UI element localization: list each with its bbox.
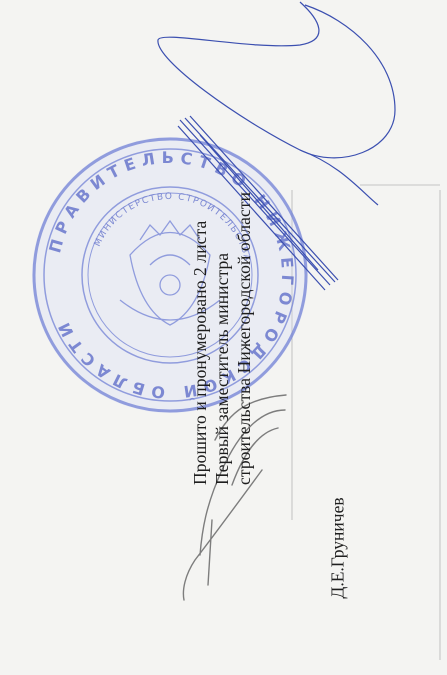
- certification-line-3: строительства Нижегородской области: [234, 191, 254, 485]
- certification-line-1: Прошито и пронумеровано 2 листа: [190, 220, 210, 485]
- margin-lines: [291, 184, 441, 660]
- official-seal: ПРАВИТЕЛЬСТВО НИЖЕГОРОДСКОЙ ОБЛАСТИ МИНИ…: [32, 137, 308, 413]
- signatory-name: Д.Е.Груничев: [327, 497, 348, 599]
- signature-scribble: [157, 1, 396, 291]
- pencil-signature: [182, 394, 287, 601]
- coat-of-arms-emblem: [119, 219, 221, 326]
- certification-note: Прошито и пронумеровано 2 листа Первый з…: [190, 105, 270, 545]
- certification-line-2: Первый заместитель министра: [212, 252, 232, 485]
